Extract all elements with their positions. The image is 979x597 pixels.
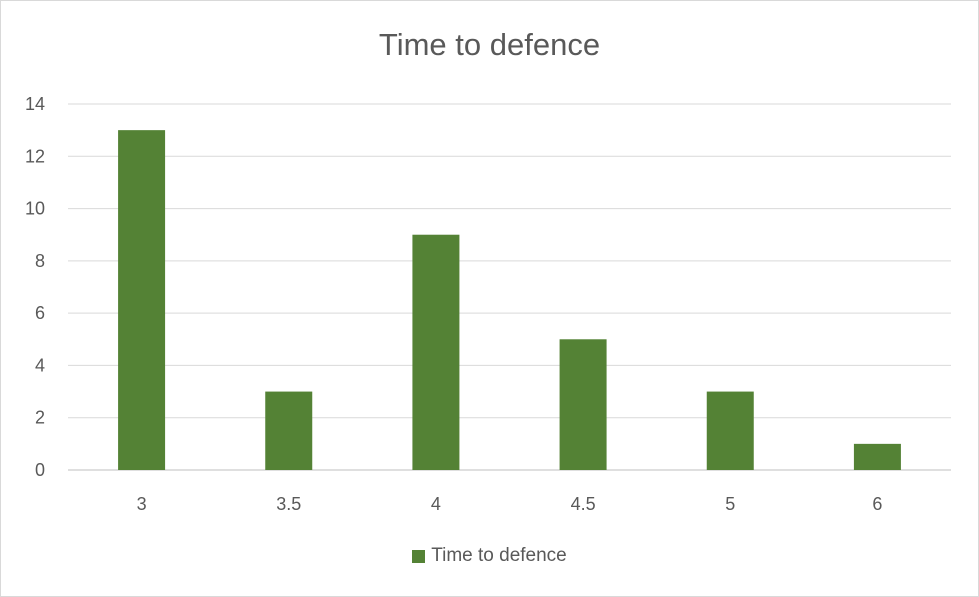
legend: Time to defence: [1, 545, 978, 567]
chart-title: Time to defence: [378, 27, 601, 62]
bar-5: [706, 391, 754, 470]
y-tick-label: 12: [25, 146, 45, 166]
gridlines: [68, 103, 951, 471]
y-tick-label: 0: [35, 460, 45, 480]
y-tick-label: 10: [25, 199, 45, 219]
x-tick-label: 5: [725, 494, 735, 514]
y-tick-label: 14: [25, 94, 45, 114]
bar-3.5: [265, 391, 313, 470]
x-axis-labels: 3 3.5 4 4.5 5 6: [137, 494, 883, 514]
x-tick-label: 3.5: [276, 494, 301, 514]
bar-6: [853, 443, 901, 470]
x-tick-label: 6: [872, 494, 882, 514]
bars: [118, 130, 901, 470]
bar-4.5: [559, 339, 607, 470]
x-tick-label: 3: [137, 494, 147, 514]
legend-swatch: [412, 549, 426, 563]
y-axis-labels: 0 2 4 6 8 10 12 14: [25, 94, 45, 480]
bar-4: [412, 234, 460, 470]
y-tick-label: 4: [35, 355, 45, 375]
y-tick-label: 2: [35, 408, 45, 428]
bar-3: [118, 130, 166, 470]
legend-label: Time to defence: [431, 545, 567, 566]
x-tick-label: 4: [431, 494, 441, 514]
y-tick-label: 8: [35, 251, 45, 271]
y-tick-label: 6: [35, 303, 45, 323]
x-tick-label: 4.5: [571, 494, 596, 514]
